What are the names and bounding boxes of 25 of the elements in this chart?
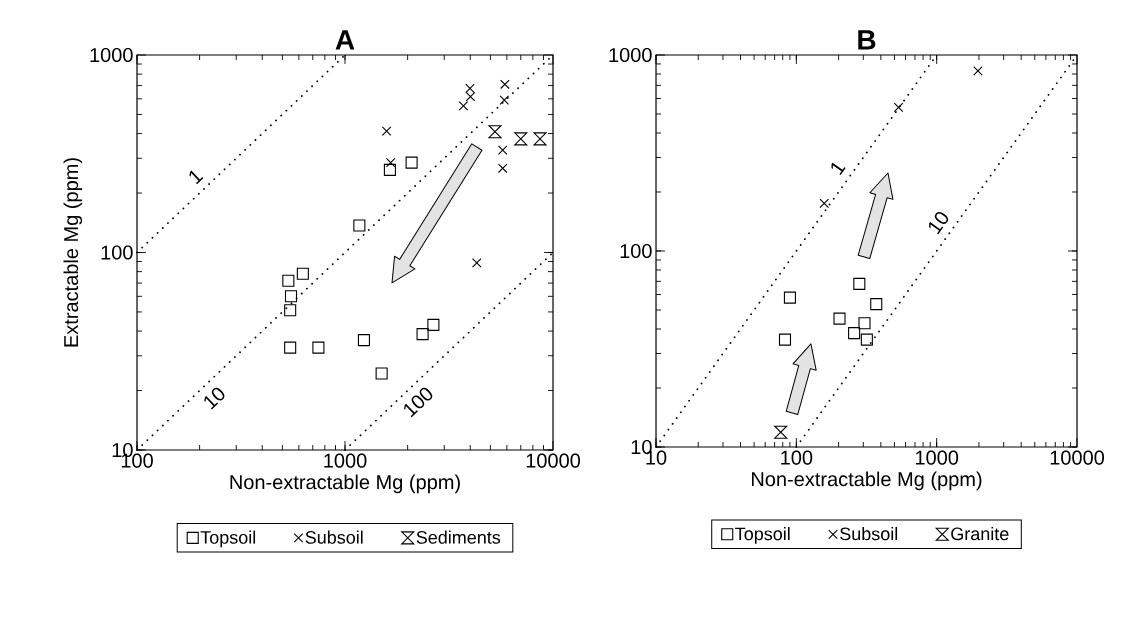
legend-label: Subsoil — [840, 527, 898, 541]
legend-label: Topsoil — [200, 530, 256, 548]
x-tick-label: 1000 — [324, 453, 367, 468]
x-tick-label: 10000 — [526, 453, 581, 468]
text: 1 — [189, 170, 204, 185]
y-tick-label: 1000 — [609, 47, 652, 63]
x-tick-label: 1000 — [915, 450, 959, 465]
legend-label: Granite — [951, 527, 1009, 541]
text: 1 — [831, 162, 846, 176]
legend-label: Topsoil — [735, 527, 790, 544]
y-tick-label: 100 — [101, 245, 133, 260]
legend-label: Subsoil — [305, 530, 363, 544]
chart-title: A — [335, 30, 355, 50]
y-axis-title: Extractable Mg (ppm) — [63, 158, 83, 347]
y-tick-label: 1000 — [90, 47, 133, 63]
x-tick-label: 100 — [781, 450, 813, 465]
x-axis-title: Non-extractable Mg (ppm) — [752, 471, 982, 491]
x-tick-label: 10000 — [1050, 450, 1105, 465]
legend-label: Sediments — [416, 530, 501, 544]
x-axis-title: Non-extractable Mg (ppm) — [230, 474, 460, 494]
text: 10 — [204, 387, 225, 410]
chart-title: B — [858, 30, 876, 50]
y-tick-label: 100 — [620, 243, 652, 259]
text: 100 — [404, 387, 433, 418]
text: 10 — [929, 211, 949, 235]
